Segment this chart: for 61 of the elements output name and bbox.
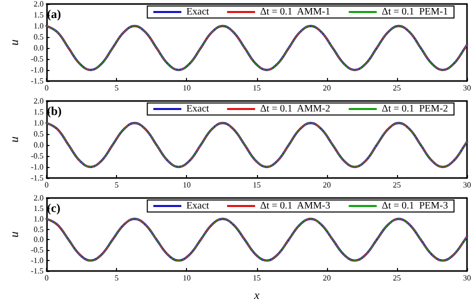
y-tick-label: -1.0: [30, 162, 44, 172]
y-tick-label: 2.0: [34, 194, 44, 202]
x-tick-label: 30: [463, 84, 471, 92]
x-axis-title: x: [253, 288, 260, 302]
y-tick-label: 0.0: [34, 44, 44, 52]
x-tick-label: 5: [114, 84, 119, 92]
x-tick-label: 30: [463, 180, 471, 190]
y-tick-label: -0.5: [30, 152, 44, 160]
x-tick-label: 15: [252, 274, 261, 282]
legend-label: Exact: [186, 104, 210, 114]
y-tick-label: 2.0: [34, 96, 44, 106]
y-axis-title: u: [7, 40, 21, 46]
y-tick-label: -1.5: [30, 76, 44, 86]
x-tick-label: 0: [44, 274, 49, 282]
x-tick-label: 20: [322, 274, 331, 282]
x-tick-label: 10: [182, 84, 191, 92]
y-axis-title: u: [7, 232, 21, 238]
x-tick-label: 25: [392, 274, 401, 282]
chart-title: (c): [47, 201, 60, 215]
y-tick-label: 1.5: [34, 108, 44, 116]
y-tick-label: 0.0: [34, 235, 44, 244]
y-tick-label: 0.5: [34, 224, 44, 234]
x-tick-label: 0: [44, 84, 49, 92]
y-tick-label: -1.0: [30, 66, 44, 74]
x-tick-label: 20: [322, 84, 331, 92]
legend-label: Δt = 0.1 PEM-3: [382, 200, 448, 212]
y-tick-label: 2.0: [34, 0, 44, 8]
legend-label: Δt = 0.1 PEM-2: [382, 104, 448, 114]
y-tick-label: -0.5: [30, 54, 44, 64]
y-tick-label: 1.0: [34, 214, 44, 224]
x-tick-label: 0: [44, 180, 49, 190]
x-tick-label: 30: [463, 274, 471, 282]
y-tick-label: 1.0: [34, 118, 44, 128]
y-tick-label: -1.5: [30, 174, 44, 182]
x-tick-label: 5: [114, 274, 119, 282]
x-tick-label: 5: [114, 180, 119, 190]
y-tick-label: 1.5: [34, 204, 44, 213]
y-tick-label: 1.5: [34, 10, 44, 20]
x-tick-label: 25: [392, 84, 401, 92]
x-tick-label: 10: [182, 274, 191, 282]
chart-title: (b): [47, 104, 62, 118]
legend-label: Δt = 0.1 AMM-2: [260, 104, 330, 114]
x-tick-label: 10: [182, 180, 191, 190]
y-tick-label: 0.0: [34, 140, 44, 150]
x-tick-label: 15: [252, 84, 261, 92]
x-tick-label: 25: [392, 180, 401, 190]
x-tick-label: 15: [252, 180, 261, 190]
y-tick-label: -0.5: [30, 246, 44, 255]
y-tick-label: -1.0: [30, 256, 44, 266]
chart-title: (a): [47, 7, 61, 21]
y-tick-label: 1.0: [34, 22, 44, 30]
legend-label: Exact: [186, 200, 210, 212]
y-axis-title: u: [7, 136, 21, 142]
legend-label: Δt = 0.1 PEM-1: [382, 6, 448, 18]
x-tick-label: 20: [322, 180, 331, 190]
y-tick-label: 0.5: [34, 130, 44, 138]
y-tick-label: -1.5: [30, 266, 44, 276]
legend-label: Δt = 0.1 AMM-1: [260, 6, 330, 18]
y-tick-label: 0.5: [34, 32, 44, 42]
legend-label: Exact: [186, 6, 210, 18]
legend-label: Δt = 0.1 AMM-3: [260, 200, 330, 212]
